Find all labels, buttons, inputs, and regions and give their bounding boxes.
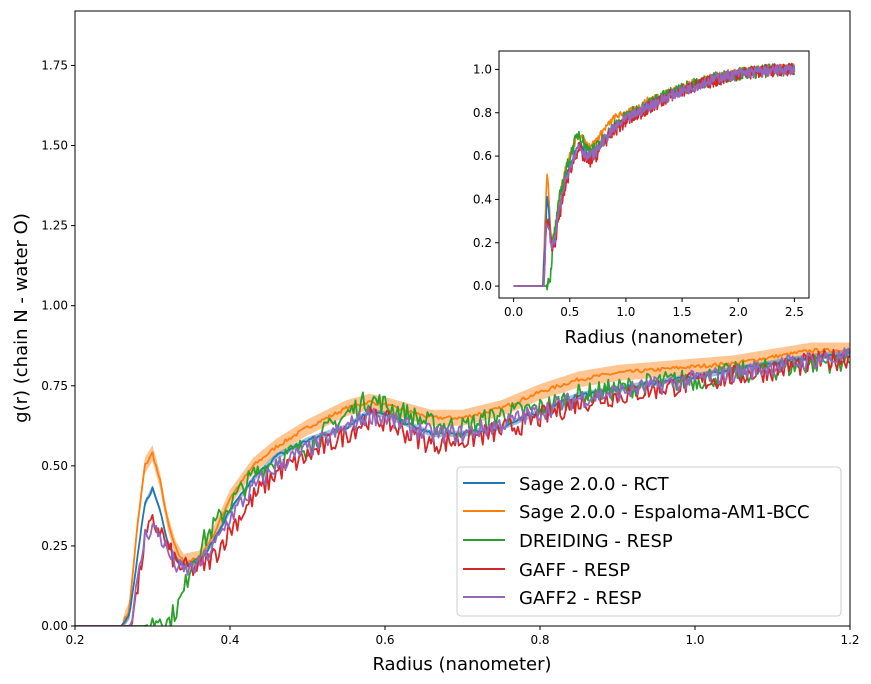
main-x-tick-label: 1.2 [840,633,859,647]
main-y-tick-label: 0.50 [41,459,68,473]
main-plot-frame [74,10,851,627]
main-y-tick-label: 0.25 [41,539,68,553]
main-x-tick-label: 0.6 [375,633,394,647]
inset-y-axis-ticks: 0.0 0.2 0.4 0.6 0.8 1.0 [473,62,499,293]
main-x-tick-label: 1.0 [685,633,704,647]
main-line-dreiding-resp [75,349,850,626]
inset-series-lines [513,62,796,291]
main-x-tick-label: 0.8 [530,633,549,647]
inset-y-tick-label: 0.2 [473,236,492,250]
main-line-gaff2-resp [75,347,850,626]
inset-y-tick-label: 0.8 [473,106,492,120]
main-y-tick-label: 1.50 [41,139,68,153]
legend-label-gaff: GAFF - RESP [519,560,630,581]
inset-line-gaff2-resp [513,63,796,287]
inset-x-tick-label: 2.0 [729,305,748,319]
main-x-tick-label: 0.4 [220,633,239,647]
legend-label-sage-espaloma: Sage 2.0.0 - Espaloma-AM1-BCC [519,502,810,523]
inset-x-tick-label: 0.5 [560,305,579,319]
inset-x-axis-label: Radius (nanometer) [564,327,743,348]
legend-box [456,466,842,617]
main-x-tick-label: 0.2 [65,633,84,647]
main-y-tick-label: 1.00 [41,299,68,313]
inset-x-tick-label: 1.0 [616,305,635,319]
main-y-tick-label: 0.75 [41,379,68,393]
main-series-lines [75,347,850,626]
main-x-axis-label: Radius (nanometer) [372,654,551,675]
inset-y-tick-label: 0.4 [473,192,492,206]
inset-y-tick-label: 0.6 [473,149,492,163]
inset-x-tick-label: 0.0 [504,305,523,319]
legend-label-gaff2: GAFF2 - RESP [519,588,642,609]
inset-x-tick-label: 1.5 [673,305,692,319]
inset-chart: 0.0 0.5 1.0 1.5 2.0 2.5 0.0 0.2 0.4 0.6 0.8 1.0 Ra… [473,50,810,348]
legend-label-sage-rct: Sage 2.0.0 - RCT [519,474,670,495]
inset-plot-frame [498,50,810,299]
inset-x-axis-ticks: 0.0 0.5 1.0 1.5 2.0 2.5 [504,298,804,319]
inset-y-tick-label: 0.0 [473,279,492,293]
main-x-axis-ticks: 0.2 0.4 0.6 0.8 1.0 1.2 [65,626,860,647]
main-y-tick-label: 1.75 [41,58,68,72]
main-y-tick-label: 1.25 [41,219,68,233]
main-y-axis-label: g(r) (chain N - water O) [11,213,32,423]
inset-x-tick-label: 2.5 [785,305,804,319]
inset-background [499,51,809,298]
main-y-axis-ticks: 0.00 0.25 0.50 0.75 1.00 1.25 1.50 1.75 [41,58,75,633]
legend: Sage 2.0.0 - RCT Sage 2.0.0 - Espaloma-A… [456,466,842,617]
main-chart: 0.2 0.4 0.6 0.8 1.0 1.2 0.00 0.25 0.50 0.75 1.00 1… [11,10,860,675]
inset-y-tick-label: 1.0 [473,62,492,76]
legend-label-dreiding: DREIDING - RESP [519,531,673,552]
main-y-tick-label: 0.00 [41,619,68,633]
